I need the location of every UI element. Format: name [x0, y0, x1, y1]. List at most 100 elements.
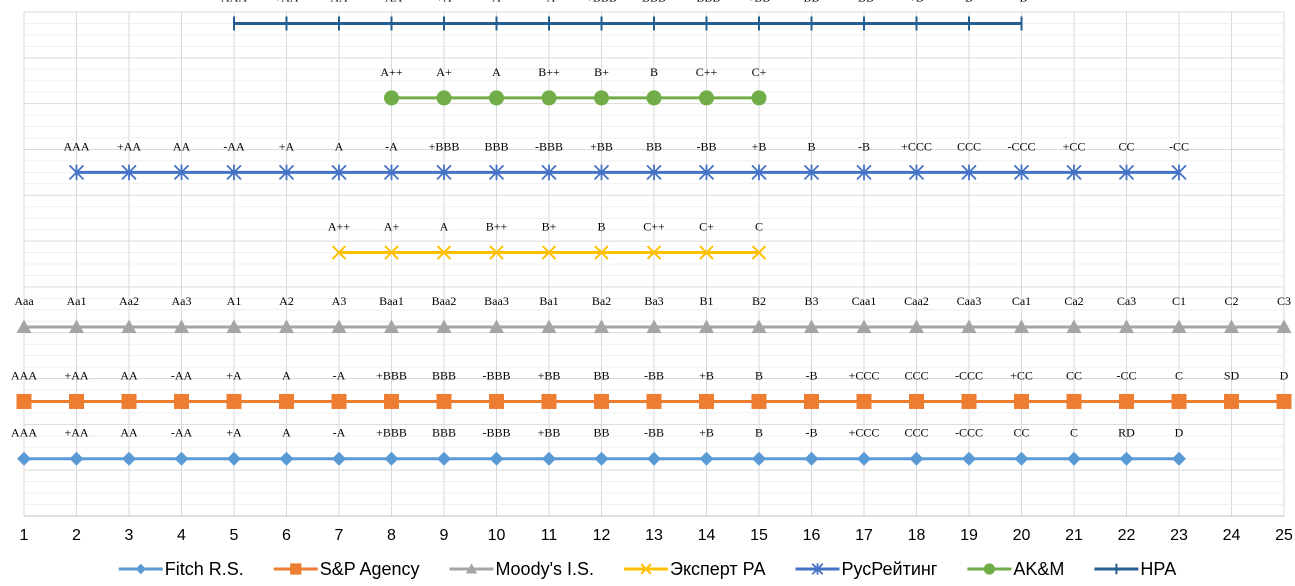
rating-label: -BB: [644, 426, 664, 440]
rating-label: Aa2: [119, 294, 139, 308]
data-point-marker: [384, 245, 399, 260]
data-point-marker: [69, 393, 84, 409]
legend-label: Moody's I.S.: [496, 559, 594, 579]
data-point-marker: [331, 164, 347, 181]
legend: Fitch R.S. S&P Agency Moody's I.S. Эксперт …: [118, 559, 1176, 579]
rating-label: +CC: [1010, 368, 1033, 382]
data-point-marker: [69, 319, 84, 333]
rating-label: A: [440, 220, 449, 234]
rating-label: +CC: [1063, 139, 1086, 153]
data-point-marker: [751, 164, 767, 181]
data-point-marker: [699, 393, 714, 409]
x-tick-label: 1: [20, 527, 29, 544]
rating-label: CC: [1118, 139, 1134, 153]
series-русрейтинг: AAA +AA AA -AA +A A -A +BBB BBB -BBB +BB BB -BB +B B -B…: [64, 139, 1189, 181]
data-point-marker: [1014, 393, 1029, 409]
data-point-marker: [594, 451, 609, 466]
x-tick-label: 12: [593, 527, 611, 544]
rating-label: Aa3: [172, 294, 192, 308]
rating-label: CCC: [957, 139, 981, 153]
legend-swatch-marker: [640, 563, 652, 575]
rating-label: BB: [593, 368, 609, 382]
rating-label: Ca1: [1012, 294, 1031, 308]
rating-label: BBB: [484, 139, 508, 153]
rating-label: +CCC: [901, 139, 932, 153]
data-point-marker: [1066, 393, 1082, 409]
rating-label: -CCC: [955, 426, 983, 440]
rating-label: B2: [752, 294, 766, 308]
data-point-marker: [489, 245, 504, 260]
rating-label: A: [335, 139, 344, 153]
rating-label: +BB: [538, 368, 561, 382]
rating-label: Caa3: [957, 294, 982, 308]
x-tick-label: 15: [750, 527, 768, 544]
rating-label: +B: [699, 368, 714, 382]
rating-label: -B: [1016, 0, 1028, 4]
x-tick-label: 8: [387, 527, 396, 544]
rating-label: Caa2: [904, 294, 929, 308]
x-tick-label: 6: [282, 527, 291, 544]
legend-label: Эксперт РА: [670, 559, 765, 579]
x-tick-label: 23: [1170, 527, 1188, 544]
rating-label: Ba1: [539, 294, 558, 308]
legend-swatch-marker: [135, 563, 147, 575]
data-point-marker: [17, 451, 31, 466]
rating-label: D: [1280, 368, 1289, 382]
rating-label: -AA: [381, 0, 403, 4]
rating-label: -BB: [644, 368, 664, 382]
data-point-marker: [541, 319, 557, 333]
legend-item-ak-m: AK&M: [967, 559, 1064, 579]
data-point-marker: [331, 245, 347, 260]
rating-label: Ca2: [1064, 294, 1083, 308]
rating-label: +BBB: [586, 0, 617, 4]
x-tick-label: 9: [440, 527, 449, 544]
legend-label: НРА: [1140, 559, 1176, 579]
rating-label: AA: [120, 426, 138, 440]
legend-label: Fitch R.S.: [165, 559, 244, 579]
data-point-marker: [751, 245, 767, 260]
legend-item-s-p-agency: S&P Agency: [273, 559, 420, 579]
data-point-marker: [488, 164, 505, 181]
series-fitch-r-s: AAA +AA AA -AA +A A -A +BBB BBB -BBB +BB BB -BB +B B -B…: [11, 426, 1186, 466]
rating-label: C2: [1224, 294, 1238, 308]
data-point-marker: [1119, 393, 1134, 409]
rating-label: C: [1175, 368, 1183, 382]
legend-label: РусРейтинг: [841, 559, 937, 579]
data-point-marker: [699, 319, 714, 333]
rating-label: BB: [646, 139, 662, 153]
data-point-marker: [1066, 164, 1082, 181]
data-point-marker: [804, 451, 819, 466]
data-point-marker: [594, 245, 609, 260]
data-point-marker: [16, 393, 32, 409]
rating-label: A: [282, 368, 291, 382]
rating-label: +AA: [64, 426, 88, 440]
rating-label: -BBB: [535, 139, 563, 153]
data-point-marker: [489, 393, 504, 409]
legend-swatch-marker: [290, 563, 302, 575]
rating-label: AA: [330, 0, 348, 4]
rating-label: -AA: [223, 139, 245, 153]
series-эксперт-ра: A++ A+ A B++ B+ B C++ C+ C: [328, 220, 767, 260]
legend-item-нра: НРА: [1094, 559, 1176, 579]
x-tick-label: 20: [1013, 527, 1031, 544]
rating-label: AAA: [11, 368, 37, 382]
rating-label: BB: [593, 426, 609, 440]
data-point-marker: [331, 319, 347, 333]
data-point-marker: [541, 90, 557, 106]
legend-item-fitch-r-s: Fitch R.S.: [118, 559, 244, 579]
rating-label: -B: [806, 368, 818, 382]
rating-label: -B: [806, 426, 818, 440]
rating-label: -BB: [854, 0, 874, 4]
rating-label: Baa1: [379, 294, 404, 308]
rating-label: Baa3: [484, 294, 509, 308]
data-point-marker: [542, 451, 556, 466]
data-point-marker: [1014, 319, 1029, 333]
rating-label: BB: [803, 0, 819, 4]
data-point-marker: [436, 393, 452, 409]
data-point-marker: [646, 393, 662, 409]
data-point-marker: [1014, 451, 1029, 466]
x-tick-label: 24: [1223, 527, 1241, 544]
rating-label: -A: [543, 0, 556, 4]
data-point-marker: [384, 319, 399, 333]
x-tick-label: 25: [1275, 527, 1293, 544]
